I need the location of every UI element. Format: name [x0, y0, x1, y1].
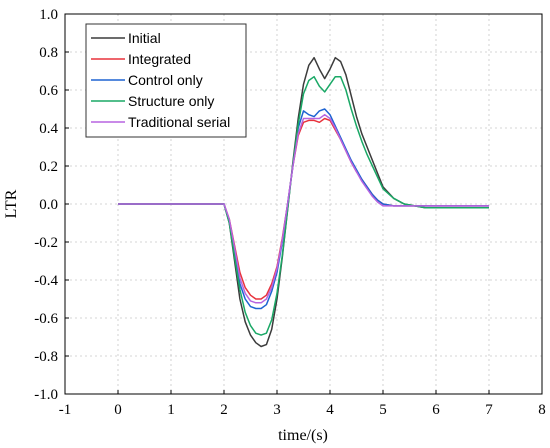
x-tick-label: 5	[379, 402, 387, 418]
y-tick-label: -0.4	[34, 273, 58, 289]
y-tick-label: 1.0	[39, 7, 58, 23]
y-tick-label: 0.0	[39, 197, 58, 213]
x-tick-label: 1	[167, 402, 175, 418]
x-tick-label: -1	[59, 402, 72, 418]
legend-label: Integrated	[128, 51, 191, 67]
y-tick-label: -1.0	[34, 387, 58, 403]
x-tick-label: 3	[273, 402, 281, 418]
legend: Initial Integrated Control only Structure o…	[85, 23, 247, 138]
legend-label: Control only	[128, 72, 203, 88]
legend-label: Traditional serial	[128, 114, 230, 130]
y-tick-label: -0.8	[34, 349, 58, 365]
x-tick-label: 7	[485, 402, 493, 418]
series-line-3	[118, 75, 489, 336]
legend-label: Structure only	[128, 93, 214, 109]
y-tick-labels: 1.0 0.8 0.6 0.4 0.2 0.0 -0.2 -0.4 -0.6 -0.8 -1.0	[34, 7, 69, 403]
y-axis-title: LTR	[3, 189, 20, 218]
y-tick-label: 0.6	[39, 83, 58, 99]
x-tick-labels: -1 0 1 2 3 4 5 6 7 8	[59, 390, 546, 418]
y-tick-label: 0.4	[39, 121, 58, 137]
y-tick-label: -0.2	[34, 235, 58, 251]
x-tick-label: 4	[326, 402, 334, 418]
x-tick-label: 2	[220, 402, 228, 418]
x-tick-label: 6	[432, 402, 440, 418]
x-tick-label: 0	[114, 402, 122, 418]
y-tick-label: 0.8	[39, 45, 58, 61]
y-tick-label: -0.6	[34, 311, 58, 327]
x-tick-label: 8	[538, 402, 546, 418]
series-line-4	[118, 113, 489, 304]
y-tick-label: 0.2	[39, 159, 58, 175]
series-line-2	[118, 108, 489, 310]
legend-label: Initial	[128, 30, 161, 46]
series-lines	[118, 56, 489, 348]
series-line-1	[118, 117, 489, 300]
x-axis-title: time/(s)	[278, 427, 328, 444]
